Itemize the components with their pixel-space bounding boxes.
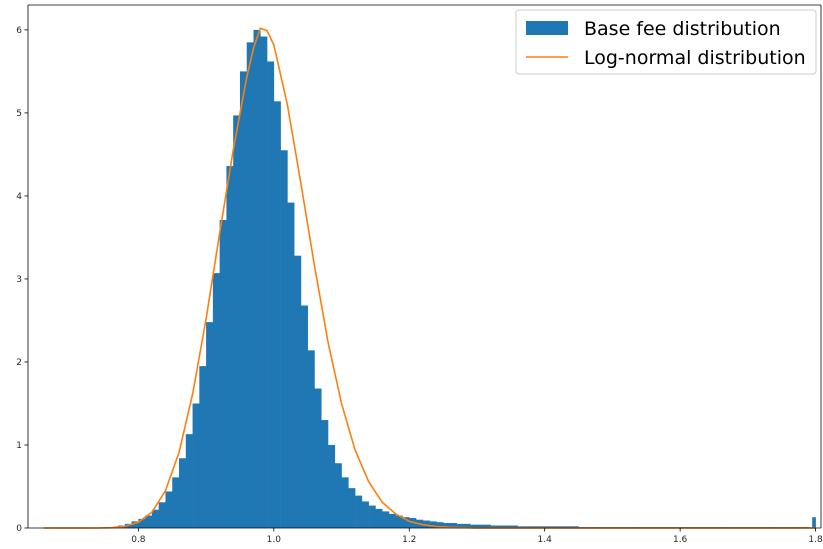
histogram-bar (368, 505, 376, 528)
histogram-bar (314, 388, 322, 528)
lognormal-curve (43, 27, 816, 529)
histogram-bar (812, 517, 816, 528)
histogram-bar (402, 517, 410, 528)
histogram-bar (558, 526, 566, 528)
legend: Base fee distribution Log-normal distrib… (515, 9, 817, 75)
histogram-bar (267, 61, 275, 528)
plot-background (28, 5, 821, 528)
histogram-bar (510, 525, 518, 528)
histogram-bar (151, 509, 159, 528)
histogram-bar (490, 525, 498, 528)
y-tick-label: 6 (16, 26, 22, 36)
histogram-bar (327, 444, 336, 528)
legend-box (515, 9, 817, 75)
histogram-bar (294, 255, 302, 528)
legend-label-log-normal: Log-normal distribution (584, 47, 806, 69)
histogram-bar (544, 526, 552, 528)
x-tick-label: 1.4 (538, 535, 553, 545)
y-tick-label: 1 (16, 441, 22, 451)
histogram-bar (226, 166, 234, 529)
histogram-bar (199, 366, 207, 528)
histogram-bar (206, 322, 214, 528)
histogram-bar (341, 477, 349, 528)
histogram-bar (463, 523, 471, 528)
histogram-bar (551, 526, 559, 528)
histogram-bar (260, 36, 268, 529)
histogram-bar (517, 526, 525, 528)
histogram-bar (334, 463, 342, 528)
histogram-bar (531, 526, 539, 528)
y-tick-label: 4 (16, 192, 22, 202)
histogram-bar (280, 150, 288, 528)
x-tick-label: 1.0 (267, 535, 282, 545)
histogram-bar (497, 525, 505, 528)
histogram-bar (504, 525, 512, 528)
histogram-bar (436, 522, 444, 528)
histogram-bar (233, 115, 241, 529)
x-tick-label: 1.2 (402, 535, 416, 545)
histogram-bar (382, 511, 390, 528)
histogram-bar (571, 526, 579, 528)
histogram-bar (449, 523, 457, 528)
histogram-bar (355, 495, 363, 528)
histogram-bar (273, 101, 281, 529)
histogram-bars (104, 29, 816, 529)
histogram-bar (138, 518, 146, 528)
histogram-bar (375, 508, 383, 528)
histogram-bar (524, 526, 532, 528)
histogram-bar (246, 42, 254, 528)
histogram-bar (361, 501, 369, 528)
legend-swatch-base-fee (526, 21, 568, 35)
histogram-bar (470, 524, 478, 528)
histogram-bar (422, 520, 430, 528)
histogram-bar (172, 477, 180, 528)
histogram-bar (483, 524, 491, 528)
histogram-bar (179, 458, 187, 528)
histogram-bar (185, 434, 193, 528)
histogram-bar (476, 524, 485, 528)
histogram-bar (565, 526, 573, 528)
histogram-bar (443, 523, 451, 528)
lognormal-curve-layer (43, 27, 816, 529)
histogram-bar (348, 488, 356, 528)
histogram-bar (388, 513, 397, 528)
x-tick-label: 1.8 (808, 535, 823, 545)
histogram-bar (307, 350, 315, 528)
y-tick-label: 3 (16, 275, 22, 285)
histogram-bar (158, 502, 166, 528)
histogram-bar (395, 515, 403, 528)
y-tick-label: 0 (16, 524, 22, 534)
histogram-bar (537, 526, 546, 528)
histogram-bar (165, 491, 173, 528)
histogram-bar (212, 273, 220, 528)
histogram-bar (192, 403, 200, 528)
histogram-bar (300, 305, 308, 528)
histogram-bar (219, 220, 227, 528)
y-tick-label: 5 (16, 109, 22, 119)
histogram-bar (239, 71, 248, 529)
histogram-bar (131, 521, 139, 528)
y-tick-label: 2 (16, 358, 22, 368)
histogram-bar (287, 202, 295, 529)
x-tick-label: 1.6 (673, 535, 688, 545)
histogram-bar (145, 515, 153, 528)
axes: 0.8 1.0 1.2 1.4 1.6 1.8 0 1 2 3 4 5 6 (16, 4, 823, 545)
x-tick-label: 0.8 (131, 535, 146, 545)
histogram-bar (456, 523, 464, 528)
histogram-bar (321, 420, 329, 528)
legend-label-base-fee: Base fee distribution (584, 18, 781, 40)
histogram-bar (429, 521, 437, 528)
histogram-bar (253, 29, 261, 529)
